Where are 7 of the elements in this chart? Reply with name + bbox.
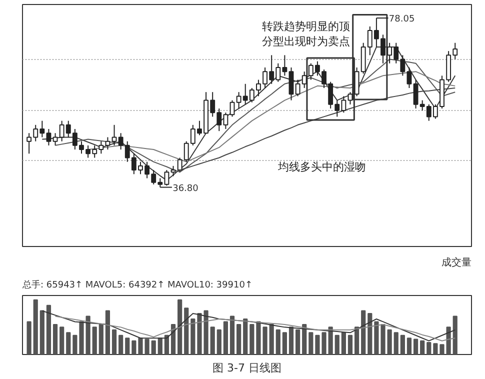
text: 成交量 bbox=[442, 256, 472, 268]
annotation: 78.05 bbox=[388, 14, 415, 25]
annotation: 均线多头中的湿吻 bbox=[277, 160, 366, 174]
chart-subtitle: 总手: 65943↑ MAVOL5: 64392↑ MAVOL10: 39910↑ bbox=[22, 280, 252, 290]
annotation: 转跌趋势明显的顶分型出现时为卖点 bbox=[262, 20, 350, 48]
caption: 图 3-7 日线图 bbox=[212, 362, 282, 374]
annotation: 36.80 bbox=[172, 184, 199, 194]
